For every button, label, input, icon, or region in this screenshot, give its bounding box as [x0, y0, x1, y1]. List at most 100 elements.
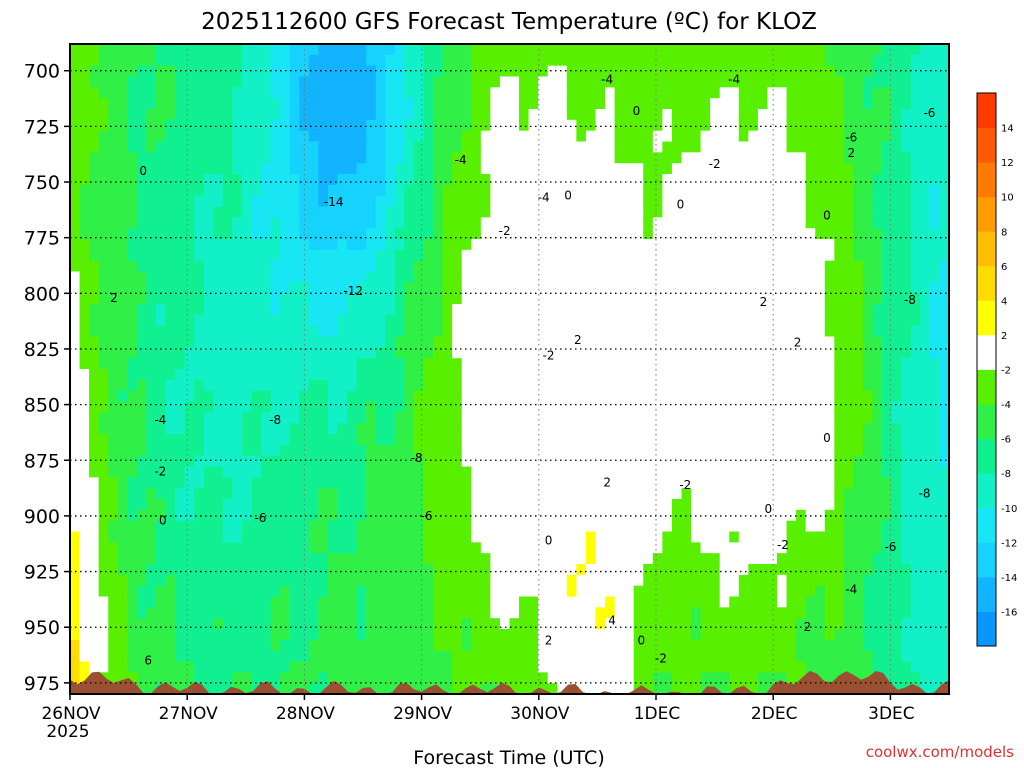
- temperature-cell: [404, 390, 415, 403]
- temperature-cell: [79, 304, 90, 316]
- temperature-cell: [222, 163, 234, 175]
- temperature-cell: [624, 195, 635, 208]
- temperature-cell: [98, 542, 109, 554]
- temperature-cell: [719, 444, 730, 457]
- temperature-cell: [767, 174, 778, 186]
- temperature-cell: [433, 401, 444, 413]
- temperature-cell: [824, 444, 835, 457]
- temperature-cell: [652, 282, 663, 294]
- temperature-cell: [777, 520, 788, 533]
- temperature-cell: [261, 672, 272, 684]
- temperature-cell: [786, 206, 797, 218]
- temperature-cell: [738, 412, 749, 424]
- temperature-cell: [270, 596, 281, 608]
- temperature-cell: [356, 54, 367, 67]
- temperature-cell: [356, 520, 367, 533]
- temperature-cell: [117, 282, 128, 294]
- temperature-cell: [662, 98, 673, 110]
- temperature-cell: [175, 401, 186, 413]
- temperature-cell: [834, 444, 845, 457]
- temperature-cell: [777, 466, 788, 478]
- temperature-cell: [777, 488, 788, 500]
- temperature-cell: [528, 228, 539, 240]
- temperature-cell: [213, 531, 224, 543]
- temperature-cell: [136, 174, 148, 186]
- temperature-cell: [805, 639, 816, 652]
- temperature-cell: [480, 141, 491, 153]
- temperature-cell: [843, 119, 855, 132]
- temperature-cell: [375, 217, 386, 229]
- temperature-cell: [136, 607, 148, 619]
- temperature-cell: [777, 347, 788, 359]
- temperature-cell: [356, 531, 367, 543]
- temperature-cell: [843, 152, 855, 164]
- temperature-cell: [480, 249, 491, 262]
- temperature-cell: [805, 293, 816, 305]
- temperature-cell: [815, 455, 826, 468]
- temperature-cell: [127, 325, 138, 338]
- temperature-cell: [662, 119, 673, 132]
- temperature-cell: [509, 141, 520, 153]
- temperature-cell: [490, 228, 501, 240]
- temperature-cell: [786, 184, 797, 197]
- temperature-cell: [318, 672, 329, 684]
- temperature-cell: [519, 401, 530, 413]
- temperature-cell: [662, 87, 673, 99]
- temperature-cell: [222, 585, 234, 598]
- temperature-cell: [605, 184, 616, 197]
- temperature-cell: [461, 639, 472, 652]
- temperature-cell: [624, 390, 635, 403]
- temperature-cell: [289, 390, 300, 403]
- temperature-cell: [538, 141, 549, 153]
- temperature-cell: [499, 87, 511, 99]
- temperature-cell: [79, 217, 90, 229]
- temperature-cell: [671, 141, 683, 153]
- temperature-cell: [89, 174, 100, 186]
- temperature-cell: [624, 444, 635, 457]
- temperature-cell: [528, 76, 539, 88]
- temperature-cell: [461, 618, 472, 630]
- temperature-cell: [98, 412, 109, 424]
- temperature-cell: [213, 509, 224, 522]
- temperature-cell: [786, 412, 797, 424]
- temperature-cell: [815, 347, 826, 359]
- temperature-cell: [127, 423, 138, 435]
- temperature-cell: [347, 76, 358, 88]
- temperature-cell: [366, 672, 377, 684]
- temperature-cell: [213, 304, 224, 316]
- temperature-cell: [146, 54, 157, 67]
- temperature-cell: [366, 379, 377, 392]
- temperature-cell: [366, 98, 377, 110]
- temperature-cell: [385, 629, 396, 641]
- temperature-cell: [480, 585, 491, 598]
- temperature-cell: [299, 672, 310, 684]
- temperature-cell: [700, 607, 711, 619]
- temperature-cell: [289, 488, 300, 500]
- temperature-cell: [222, 239, 234, 251]
- temperature-cell: [89, 488, 100, 500]
- temperature-cell: [490, 260, 501, 273]
- temperature-cell: [643, 206, 654, 218]
- temperature-cell: [165, 629, 176, 641]
- temperature-cell: [127, 650, 138, 663]
- temperature-cell: [786, 228, 797, 240]
- temperature-cell: [729, 499, 740, 511]
- temperature-cell: [433, 564, 444, 576]
- temperature-cell: [366, 444, 377, 457]
- temperature-cell: [117, 109, 128, 121]
- temperature-cell: [700, 564, 711, 576]
- temperature-cell: [471, 477, 482, 489]
- temperature-cell: [461, 401, 472, 413]
- temperature-cell: [461, 119, 472, 132]
- temperature-cell: [499, 98, 511, 110]
- temperature-cell: [452, 596, 463, 608]
- temperature-cell: [595, 44, 606, 56]
- temperature-cell: [442, 54, 453, 67]
- temperature-cell: [681, 217, 692, 229]
- temperature-cell: [499, 672, 511, 684]
- temperature-cell: [184, 249, 195, 262]
- temperature-cell: [691, 629, 702, 641]
- temperature-cell: [356, 98, 367, 110]
- temperature-cell: [566, 293, 577, 305]
- temperature-cell: [729, 629, 740, 641]
